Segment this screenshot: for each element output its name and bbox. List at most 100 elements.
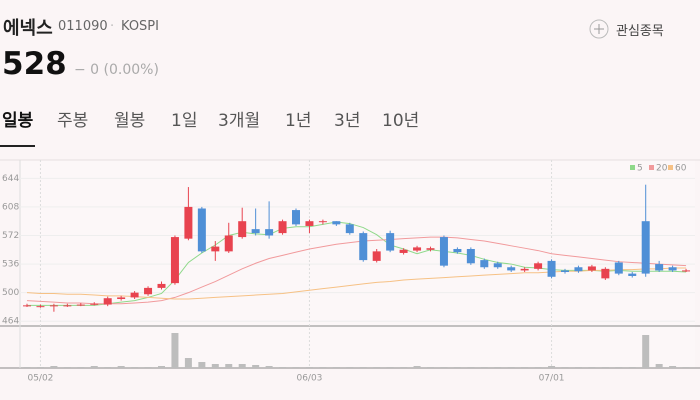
candle-body — [49, 305, 58, 307]
candle-body — [157, 283, 166, 288]
tab-underline — [0, 145, 35, 147]
y-tick-label: 464 — [2, 317, 19, 327]
volume-bar — [305, 367, 313, 368]
candle-body — [453, 248, 462, 253]
candle-body — [90, 303, 99, 305]
volume-bar — [36, 367, 44, 368]
legend-label: 20 — [656, 164, 668, 174]
candle-body — [184, 206, 193, 239]
market: KOSPI — [121, 19, 159, 34]
volume-bar — [144, 367, 152, 368]
candle-body — [614, 262, 623, 274]
volume-bar — [682, 367, 690, 368]
volume-bar — [23, 367, 31, 368]
candle-body — [413, 247, 422, 251]
volume-bar — [279, 367, 287, 368]
candle-body — [318, 221, 327, 223]
volume-bar — [534, 367, 542, 368]
candle-body — [426, 248, 435, 250]
volume-bar — [400, 367, 408, 368]
volume-bar — [467, 367, 475, 368]
period-tab[interactable]: 월봉 — [114, 111, 146, 131]
volume-bar — [521, 367, 529, 368]
candle-body — [386, 233, 395, 251]
volume-bar — [642, 335, 650, 368]
x-tick-label: 07/01 — [539, 374, 565, 384]
candle-body — [345, 224, 354, 234]
volume-bar — [601, 367, 609, 368]
volume-bar — [184, 358, 192, 368]
stock-name: 에넥스 — [3, 18, 53, 39]
candle-body — [130, 292, 139, 298]
candle-body — [399, 249, 408, 253]
candle-body — [587, 266, 596, 271]
candle-body — [655, 264, 664, 271]
candle-body — [63, 305, 72, 307]
candle-body — [292, 210, 300, 225]
legend-swatch — [649, 165, 654, 170]
candle-body — [23, 305, 31, 307]
candle-body — [36, 306, 45, 308]
period-tab[interactable]: 3년 — [334, 111, 361, 131]
period-tab[interactable]: 3개월 — [218, 111, 261, 131]
y-tick-label: 644 — [2, 174, 19, 184]
period-tab[interactable]: 10년 — [382, 111, 420, 131]
volume-bar — [628, 367, 636, 368]
volume-bar — [238, 364, 246, 368]
y-tick-label: 500 — [2, 288, 19, 298]
period-tab[interactable]: 1일 — [171, 111, 198, 131]
candle-body — [574, 267, 583, 272]
volume-bar — [104, 367, 112, 368]
volume-bar — [413, 366, 421, 368]
candle-body — [439, 237, 448, 266]
price: 528 — [2, 46, 67, 82]
volume-bar — [386, 367, 394, 368]
volume-bar — [332, 367, 340, 368]
candle-body — [534, 263, 543, 269]
volume-bar — [548, 366, 556, 368]
add-icon[interactable] — [589, 19, 609, 39]
ma-line — [26, 236, 687, 305]
volume-bar — [265, 366, 273, 368]
legend-swatch — [668, 165, 673, 170]
volume-bar — [574, 367, 582, 368]
volume-bar — [669, 366, 677, 368]
period-tab[interactable]: 1년 — [285, 111, 312, 131]
volume-bar — [319, 367, 327, 368]
volume-bar — [117, 366, 125, 368]
candle-body — [144, 287, 153, 295]
candle-body — [520, 268, 529, 271]
candle-body — [641, 221, 650, 274]
candle-body — [76, 304, 85, 306]
legend-label: 5 — [637, 164, 643, 174]
candle-body — [480, 260, 489, 268]
volume-bar — [252, 365, 260, 368]
volume-bar — [480, 367, 488, 368]
candle-body — [117, 297, 126, 300]
candle-body — [265, 229, 274, 236]
candle-body — [507, 267, 516, 271]
volume-bar — [171, 333, 179, 368]
volume-bar — [225, 364, 233, 368]
candle-body — [305, 221, 314, 226]
volume-bar — [292, 367, 300, 368]
volume-bar — [63, 367, 71, 368]
candle-body — [359, 233, 368, 261]
volume-bar — [588, 367, 596, 368]
volume-bar — [77, 367, 85, 368]
period-tab[interactable]: 주봉 — [57, 111, 89, 131]
period-tab[interactable]: 일봉 — [2, 111, 34, 131]
volume-bar — [158, 366, 165, 368]
candle-body — [278, 221, 287, 234]
separator: · — [110, 19, 115, 34]
volume-bar — [50, 366, 58, 368]
watchlist-button[interactable]: 관심종목 — [616, 24, 664, 39]
volume-bar — [211, 364, 219, 368]
candle-body — [197, 208, 206, 252]
price-change: − 0 (0.00%) — [74, 62, 159, 78]
volume-bar — [561, 367, 569, 368]
volume-bar — [359, 367, 367, 368]
candle-body — [668, 267, 677, 271]
legend-swatch — [630, 165, 635, 170]
